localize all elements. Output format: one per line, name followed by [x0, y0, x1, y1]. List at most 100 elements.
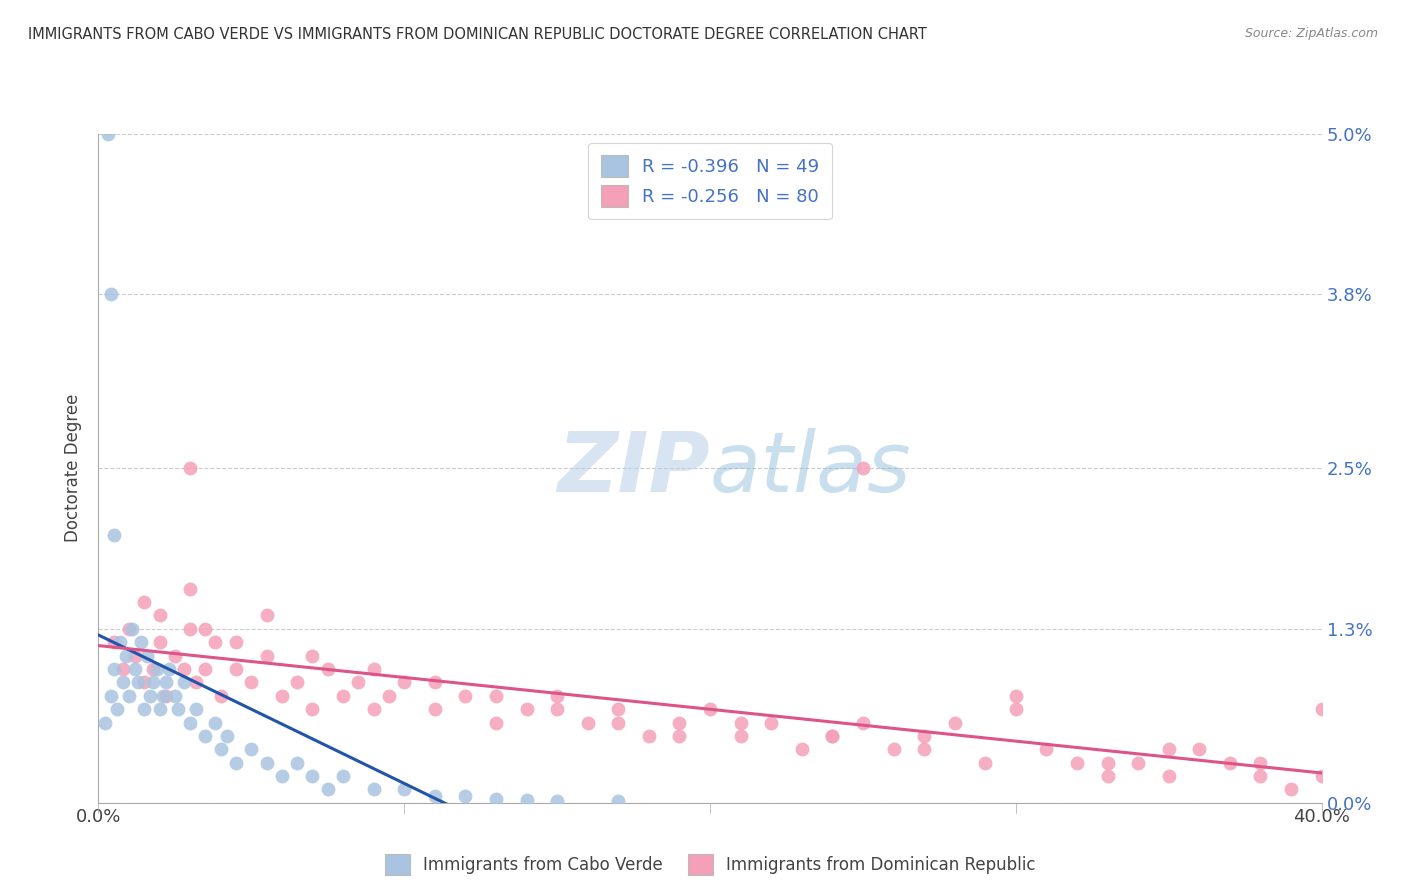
- Point: [100, 689, 122, 703]
- Point: [332, 689, 354, 703]
- Point: [186, 675, 208, 690]
- Point: [730, 729, 752, 743]
- Point: [1004, 702, 1026, 716]
- Point: [204, 635, 226, 649]
- Point: [1157, 742, 1180, 756]
- Point: [209, 742, 232, 756]
- Point: [485, 715, 508, 730]
- Point: [129, 635, 152, 649]
- Point: [173, 662, 195, 676]
- Point: [821, 729, 844, 743]
- Point: [209, 689, 232, 703]
- Point: [111, 675, 134, 690]
- Point: [105, 702, 128, 716]
- Point: [240, 742, 263, 756]
- Text: ZIP: ZIP: [557, 428, 710, 508]
- Point: [790, 742, 813, 756]
- Point: [699, 702, 721, 716]
- Point: [1004, 689, 1026, 703]
- Point: [1097, 756, 1119, 770]
- Point: [392, 675, 416, 690]
- Point: [127, 675, 149, 690]
- Point: [363, 702, 385, 716]
- Point: [607, 715, 630, 730]
- Point: [111, 662, 134, 676]
- Point: [142, 675, 165, 690]
- Point: [516, 702, 538, 716]
- Point: [108, 635, 131, 649]
- Point: [301, 769, 323, 783]
- Point: [240, 675, 263, 690]
- Point: [115, 648, 138, 663]
- Point: [285, 756, 308, 770]
- Point: [638, 729, 661, 743]
- Point: [225, 662, 247, 676]
- Y-axis label: Doctorate Degree: Doctorate Degree: [65, 394, 83, 542]
- Point: [423, 675, 446, 690]
- Point: [668, 729, 690, 743]
- Point: [392, 782, 416, 797]
- Point: [179, 622, 201, 636]
- Point: [1157, 769, 1180, 783]
- Point: [134, 702, 156, 716]
- Point: [1066, 756, 1088, 770]
- Point: [97, 127, 120, 141]
- Point: [1310, 702, 1333, 716]
- Point: [316, 782, 339, 797]
- Point: [668, 715, 690, 730]
- Point: [852, 715, 875, 730]
- Point: [204, 715, 226, 730]
- Point: [423, 702, 446, 716]
- Point: [124, 662, 146, 676]
- Point: [363, 782, 385, 797]
- Point: [1035, 742, 1057, 756]
- Point: [1128, 756, 1150, 770]
- Point: [256, 756, 278, 770]
- Point: [121, 622, 143, 636]
- Point: [301, 702, 323, 716]
- Text: IMMIGRANTS FROM CABO VERDE VS IMMIGRANTS FROM DOMINICAN REPUBLIC DOCTORATE DEGRE: IMMIGRANTS FROM CABO VERDE VS IMMIGRANTS…: [28, 27, 927, 42]
- Point: [332, 769, 354, 783]
- Point: [256, 648, 278, 663]
- Point: [149, 635, 172, 649]
- Point: [118, 689, 141, 703]
- Point: [454, 689, 477, 703]
- Point: [270, 769, 294, 783]
- Point: [179, 715, 201, 730]
- Point: [485, 792, 508, 806]
- Point: [974, 756, 997, 770]
- Point: [454, 789, 477, 803]
- Point: [1279, 782, 1302, 797]
- Point: [1219, 756, 1241, 770]
- Point: [546, 795, 568, 808]
- Point: [173, 675, 195, 690]
- Point: [1097, 769, 1119, 783]
- Point: [152, 689, 174, 703]
- Point: [194, 662, 217, 676]
- Point: [301, 648, 323, 663]
- Point: [155, 675, 177, 690]
- Point: [761, 715, 783, 730]
- Point: [186, 702, 208, 716]
- Point: [100, 287, 122, 301]
- Point: [363, 662, 385, 676]
- Point: [118, 622, 141, 636]
- Point: [1250, 769, 1272, 783]
- Point: [179, 461, 201, 475]
- Point: [149, 608, 172, 623]
- Point: [145, 662, 167, 676]
- Point: [912, 729, 935, 743]
- Point: [163, 689, 186, 703]
- Point: [103, 635, 125, 649]
- Point: [167, 702, 190, 716]
- Point: [607, 795, 630, 808]
- Point: [1310, 769, 1333, 783]
- Point: [316, 662, 339, 676]
- Point: [124, 648, 146, 663]
- Point: [215, 729, 238, 743]
- Point: [136, 648, 159, 663]
- Point: [943, 715, 966, 730]
- Point: [516, 793, 538, 807]
- Point: [546, 689, 568, 703]
- Point: [194, 622, 217, 636]
